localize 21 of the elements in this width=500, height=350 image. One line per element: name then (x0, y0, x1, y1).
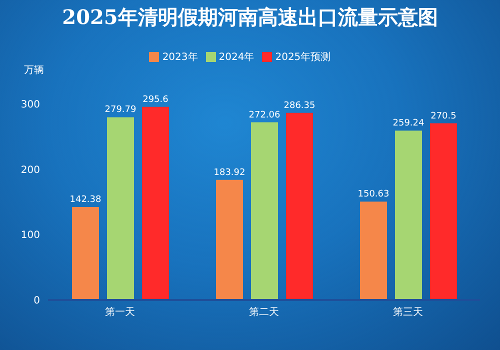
legend-label: 2023年 (162, 51, 198, 64)
y-tick-label: 100 (20, 230, 40, 242)
chart-title: 2025年清明假期河南高速出口流量示意图 (61, 4, 439, 31)
x-tick-label: 第三天 (393, 306, 423, 318)
legend-label: 2024年 (218, 51, 254, 64)
data-label: 270.5 (430, 111, 456, 122)
x-tick-label: 第一天 (105, 306, 135, 318)
data-label: 295.6 (142, 94, 169, 105)
x-tick-label: 第二天 (249, 306, 279, 318)
data-label: 272.06 (248, 110, 281, 120)
data-label: 183.92 (214, 168, 246, 178)
y-tick-label: 200 (20, 164, 40, 176)
data-label: 259.24 (392, 118, 425, 129)
data-label: 150.63 (358, 190, 390, 200)
data-label: 142.38 (70, 194, 102, 205)
y-axis-title: 万辆 (24, 64, 44, 77)
legend-label: 2025年预测 (275, 50, 331, 64)
data-label: 279.79 (104, 105, 137, 116)
y-tick-label: 0 (34, 296, 40, 307)
y-tick-label: 300 (20, 100, 40, 111)
data-label: 286.35 (284, 100, 316, 111)
